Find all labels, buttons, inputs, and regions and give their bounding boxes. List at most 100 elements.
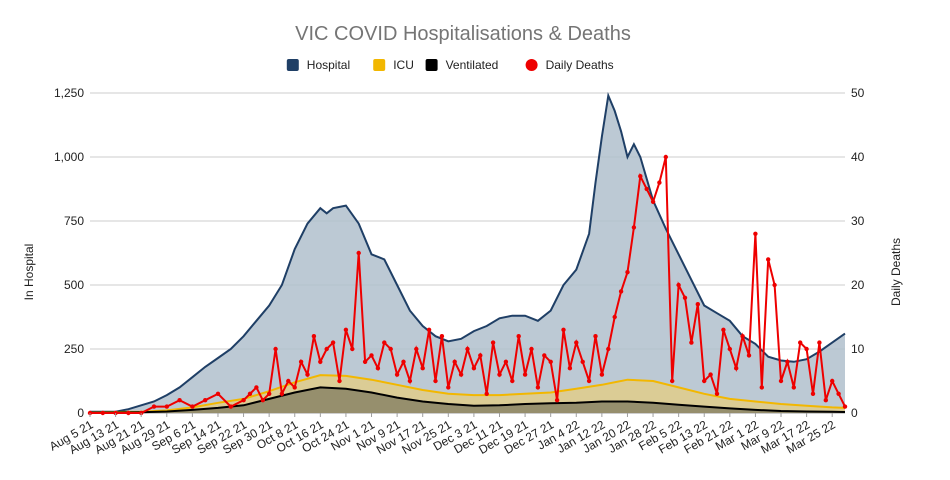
daily-deaths-point xyxy=(337,378,342,384)
y-axis-right-title: Daily Deaths xyxy=(889,238,903,306)
area-series xyxy=(89,91,846,414)
hospital-area xyxy=(90,95,845,413)
daily-deaths-point xyxy=(298,359,304,364)
daily-deaths-point xyxy=(311,334,317,339)
daily-deaths-point xyxy=(465,346,470,352)
legend-swatch-icu xyxy=(373,59,386,71)
daily-deaths-point xyxy=(362,359,368,364)
daily-deaths-point xyxy=(151,404,157,409)
daily-deaths-point xyxy=(753,231,758,236)
daily-deaths-point xyxy=(401,359,406,364)
daily-deaths-point xyxy=(426,327,432,332)
daily-deaths-point xyxy=(318,359,323,364)
daily-deaths-point xyxy=(490,340,496,345)
y-left-tick-label: 250 xyxy=(64,342,84,356)
daily-deaths-point xyxy=(785,359,790,364)
ventilated-line xyxy=(89,386,846,414)
daily-deaths-point xyxy=(810,391,816,396)
daily-deaths-point xyxy=(273,346,278,352)
daily-deaths-point xyxy=(190,404,195,409)
daily-deaths-point xyxy=(267,391,272,396)
daily-deaths-point xyxy=(369,353,374,358)
daily-deaths-point xyxy=(382,340,387,345)
daily-deaths-point xyxy=(503,359,509,364)
daily-deaths-point xyxy=(721,327,726,332)
chart-title: VIC COVID Hospitalisations & Deaths xyxy=(295,23,631,45)
daily-deaths-point xyxy=(407,378,413,384)
y-right-tick-label: 0 xyxy=(851,406,858,420)
daily-deaths-point xyxy=(126,410,131,416)
daily-deaths-point xyxy=(458,372,464,377)
daily-deaths-point xyxy=(241,398,246,403)
daily-deaths-point xyxy=(670,378,675,384)
daily-deaths-point xyxy=(727,346,732,352)
y-left-tick-label: 0 xyxy=(77,406,84,420)
y-left-tick-label: 1,250 xyxy=(54,86,84,100)
legend-label-icu: ICU xyxy=(393,58,414,72)
daily-deaths-point xyxy=(580,359,585,364)
y-right-tick-label: 50 xyxy=(851,86,865,100)
daily-deaths-point xyxy=(279,391,285,396)
daily-deaths-point xyxy=(830,378,835,384)
daily-deaths-point xyxy=(542,353,547,358)
hospital-line xyxy=(90,91,846,413)
daily-deaths-point xyxy=(484,391,489,396)
daily-deaths-point xyxy=(215,391,221,396)
daily-deaths-point xyxy=(574,340,579,345)
daily-deaths-point xyxy=(599,372,605,377)
legend-swatch-hospital xyxy=(286,59,299,71)
daily-deaths-point xyxy=(746,353,752,358)
daily-deaths-point xyxy=(305,372,310,377)
daily-deaths-point xyxy=(817,340,822,345)
legend-label-ventilated: Ventilated xyxy=(446,58,499,72)
daily-deaths-point xyxy=(292,385,297,390)
daily-deaths-point xyxy=(343,327,349,332)
daily-deaths-point xyxy=(100,410,106,416)
legend-swatch-daily-deaths xyxy=(525,59,538,71)
daily-deaths-point xyxy=(842,404,848,409)
daily-deaths-point xyxy=(356,250,361,256)
daily-deaths-point xyxy=(247,391,253,396)
daily-deaths-point xyxy=(689,340,694,345)
daily-deaths-point xyxy=(388,346,393,352)
y-right-tick-label: 40 xyxy=(851,150,865,164)
daily-deaths-point xyxy=(446,385,451,390)
daily-deaths-point xyxy=(593,334,598,339)
daily-deaths-point xyxy=(682,295,688,300)
legend: Hospital ICU Ventilated Daily Deaths xyxy=(286,58,614,72)
daily-deaths-point xyxy=(548,359,553,364)
daily-deaths-point xyxy=(618,289,624,294)
daily-deaths-point xyxy=(766,257,771,262)
daily-deaths-point xyxy=(554,398,560,403)
daily-deaths-point xyxy=(510,378,515,384)
y-right-tick-label: 10 xyxy=(851,342,865,356)
daily-deaths-point xyxy=(650,199,656,204)
y-right-tick-label: 20 xyxy=(851,278,865,292)
daily-deaths-point xyxy=(177,398,182,403)
daily-deaths-point xyxy=(522,372,528,377)
daily-deaths-point xyxy=(638,174,643,179)
daily-deaths-point xyxy=(586,378,592,384)
daily-deaths-point xyxy=(375,366,381,371)
daily-deaths-point xyxy=(164,404,169,409)
daily-deaths-point xyxy=(433,378,438,384)
daily-deaths-point xyxy=(452,359,457,364)
legend-label-daily-deaths: Daily Deaths xyxy=(546,58,614,72)
daily-deaths-point xyxy=(644,186,649,192)
daily-deaths-point xyxy=(471,366,477,371)
daily-deaths-point xyxy=(561,327,566,332)
daily-deaths-point xyxy=(798,340,803,345)
daily-deaths-point xyxy=(708,372,713,377)
daily-deaths-point xyxy=(772,282,777,288)
daily-deaths-point xyxy=(702,378,707,384)
daily-deaths-point xyxy=(516,334,521,339)
daily-deaths-point xyxy=(823,398,828,403)
daily-deaths-point xyxy=(676,282,681,288)
daily-deaths-point xyxy=(804,346,809,352)
daily-deaths-point xyxy=(394,372,400,377)
y-right-tick-label: 30 xyxy=(851,214,865,228)
daily-deaths-point xyxy=(740,334,745,339)
deaths-series xyxy=(87,154,848,416)
daily-deaths-point xyxy=(836,391,841,396)
